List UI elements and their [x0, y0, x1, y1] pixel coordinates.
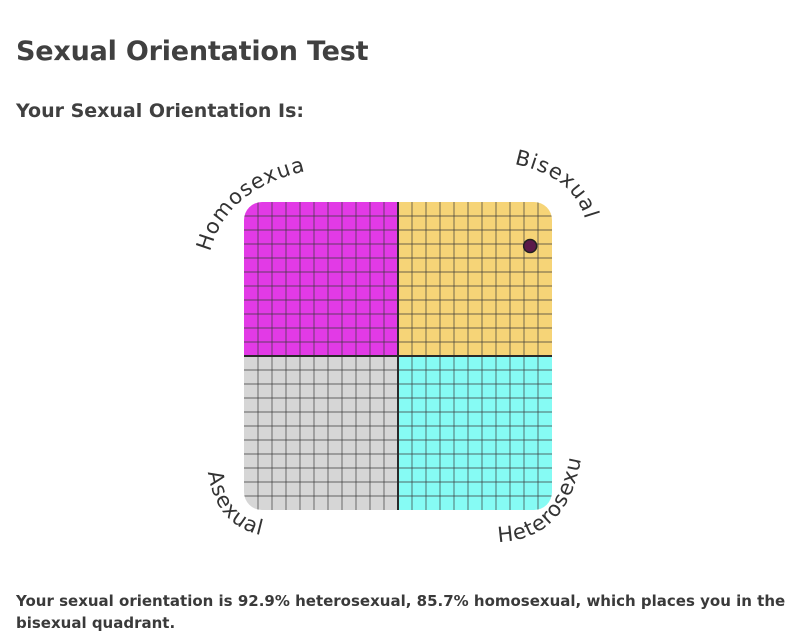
result-subtitle: Your Sexual Orientation Is: — [16, 100, 304, 122]
quadrant-heterosexual — [398, 356, 552, 510]
result-summary: Your sexual orientation is 92.9% heteros… — [16, 592, 786, 632]
orientation-chart-svg: Homosexual Bisexual Asexual Heterosexual — [150, 140, 603, 547]
page-title: Sexual Orientation Test — [16, 36, 369, 67]
quadrant-group — [244, 202, 552, 510]
result-point — [522, 238, 538, 254]
quadrant-asexual — [244, 356, 398, 510]
quadrant-bisexual — [398, 202, 552, 356]
orientation-chart: Homosexual Bisexual Asexual Heterosexual — [150, 140, 650, 560]
quadrant-homosexual — [244, 202, 398, 356]
